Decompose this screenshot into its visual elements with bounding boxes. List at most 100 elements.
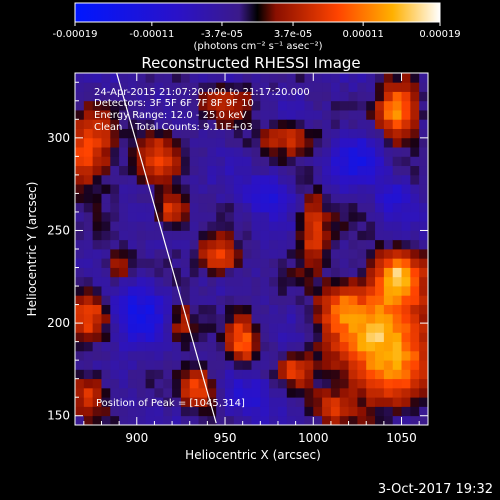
heatmap-cell	[304, 258, 314, 268]
heatmap-cell	[216, 211, 226, 222]
heatmap-cell	[189, 73, 199, 83]
colorbar-gradient	[74, 2, 441, 23]
heatmap-cell	[163, 239, 173, 250]
heatmap-cell	[304, 286, 314, 296]
heatmap-cell	[330, 239, 341, 250]
heatmap-cell	[260, 184, 270, 194]
heatmap-cell	[295, 249, 305, 259]
heatmap-cell	[357, 230, 367, 241]
heatmap-cell	[198, 165, 208, 176]
heatmap-cell	[322, 295, 332, 305]
heatmap-cell	[233, 184, 244, 194]
x-tick-label: 1050	[386, 431, 417, 445]
heatmap-cell	[419, 211, 428, 222]
heatmap-cell	[286, 415, 297, 425]
heatmap-cell	[75, 239, 85, 250]
heatmap-cell	[145, 267, 155, 278]
heatmap-cell	[392, 360, 402, 370]
heatmap-cell	[322, 249, 332, 259]
heatmap-cell	[339, 100, 349, 111]
heatmap-cell	[277, 332, 288, 343]
heatmap-cell	[313, 258, 323, 268]
heatmap-cell	[410, 323, 420, 333]
heatmap-cell	[339, 211, 349, 222]
heatmap-cell	[277, 230, 288, 241]
heatmap-cell	[401, 147, 411, 157]
heatmap-cell	[313, 91, 323, 102]
heatmap-cell	[357, 249, 367, 259]
heatmap-cell	[313, 406, 323, 417]
heatmap-cell	[198, 276, 208, 287]
heatmap-cell	[295, 221, 305, 231]
heatmap-cell	[286, 100, 297, 111]
heatmap-cell	[101, 211, 111, 222]
heatmap-cell	[357, 360, 367, 370]
heatmap-cell	[172, 397, 182, 407]
heatmap-cell	[233, 258, 244, 268]
y-tick-label: 150	[47, 409, 70, 423]
heatmap-cell	[251, 276, 261, 287]
heatmap-cell	[260, 211, 270, 222]
heatmap-cell	[75, 100, 85, 111]
x-tick-label: 1000	[298, 431, 329, 445]
heatmap-cell	[207, 230, 217, 241]
heatmap-cell	[401, 295, 411, 305]
heatmap-cell	[189, 156, 199, 167]
heatmap-cell	[207, 156, 217, 167]
heatmap-cell	[410, 360, 420, 370]
heatmap-cell	[295, 267, 305, 278]
heatmap-cell	[392, 165, 402, 176]
heatmap-cell	[189, 258, 199, 268]
heatmap-cell	[172, 286, 182, 296]
heatmap-cell	[313, 184, 323, 194]
heatmap-cell	[242, 156, 252, 167]
heatmap-cell	[172, 221, 182, 231]
heatmap-cell	[330, 249, 341, 259]
heatmap-cell	[225, 378, 235, 389]
heatmap-cell	[277, 267, 288, 278]
heatmap-cell	[225, 174, 235, 185]
heatmap-cell	[110, 313, 120, 324]
heatmap-cell	[419, 276, 428, 287]
heatmap-cell	[304, 165, 314, 176]
heatmap-cell	[216, 249, 226, 259]
heatmap-cell	[339, 387, 349, 398]
heatmap-cell	[295, 276, 305, 287]
heatmap-cell	[83, 378, 94, 389]
heatmap-cell	[401, 137, 411, 148]
heatmap-cell	[75, 313, 85, 324]
heatmap-cell	[383, 193, 394, 204]
heatmap-cell	[286, 267, 297, 278]
heatmap-cell	[233, 82, 244, 92]
heatmap-cell	[180, 304, 191, 315]
heatmap-cell	[75, 350, 85, 361]
heatmap-cell	[383, 406, 394, 417]
annotation-detectors: Detectors: 3F 5F 6F 7F 8F 9F 10	[94, 98, 254, 109]
heatmap-cell	[330, 137, 341, 148]
heatmap-cell	[383, 211, 394, 222]
heatmap-cell	[383, 82, 394, 92]
heatmap-cell	[375, 332, 385, 343]
annotation-block: 24-Apr-2015 21:07:20.000 to 21:17:20.000…	[94, 87, 310, 409]
heatmap-cell	[419, 184, 428, 194]
heatmap-cell	[357, 415, 367, 425]
heatmap-cell	[75, 147, 85, 157]
heatmap-cell	[392, 323, 402, 333]
heatmap-cell	[189, 387, 199, 398]
heatmap-cell	[242, 221, 252, 231]
heatmap-cell	[75, 119, 85, 129]
heatmap-cell	[322, 313, 332, 324]
heatmap-cell	[295, 295, 305, 305]
heatmap-cell	[154, 239, 164, 250]
heatmap-cell	[172, 350, 182, 361]
heatmap-cell	[277, 165, 288, 176]
heatmap-cell	[366, 202, 376, 213]
heatmap-cell	[189, 360, 199, 370]
heatmap-cell	[410, 230, 420, 241]
heatmap-cell	[260, 239, 270, 250]
heatmap-cell	[101, 295, 111, 305]
heatmap-cell	[119, 147, 129, 157]
heatmap-cell	[172, 313, 182, 324]
heatmap-cell	[198, 341, 208, 352]
heatmap-cell	[304, 119, 314, 129]
